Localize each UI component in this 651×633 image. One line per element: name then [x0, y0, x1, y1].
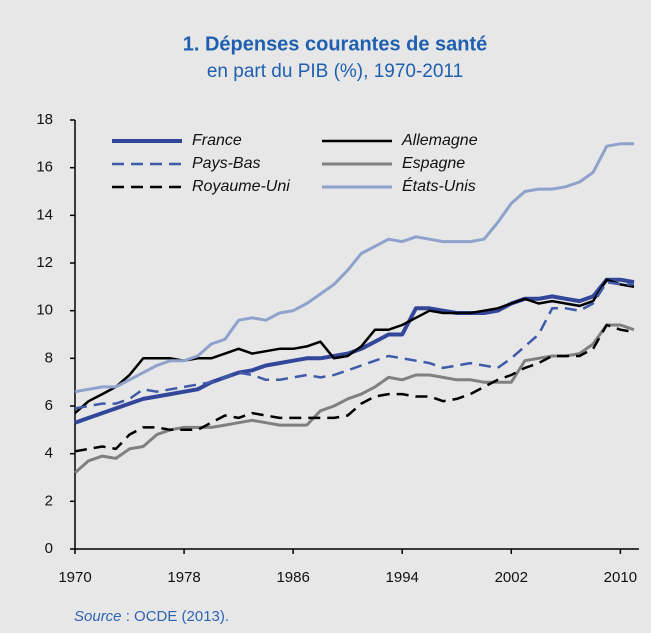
series-line [74, 142, 634, 394]
y-tick-label: 14 [36, 206, 53, 223]
y-tick-label: 0 [45, 540, 53, 557]
x-tick-label: 2002 [495, 569, 528, 586]
series-line [74, 323, 635, 453]
x-tick-label: 1970 [58, 569, 91, 586]
legend-label: Pays-Bas [192, 155, 260, 172]
source-label: Source [74, 608, 122, 625]
x-tick-label: 1994 [386, 569, 419, 586]
y-tick-label: 10 [36, 302, 53, 319]
legend-label: France [192, 132, 242, 149]
series-line [74, 323, 635, 474]
legend-label: Espagne [402, 155, 465, 172]
y-tick-label: 16 [36, 159, 53, 176]
legend-label: Royaume-Uni [192, 178, 290, 195]
legend-label: Allemagne [401, 132, 478, 149]
source-note: Source : OCDE (2013). [74, 608, 229, 625]
series-line [74, 278, 635, 415]
chart-subtitle: en part du PIB (%), 1970-2011 [207, 61, 463, 82]
legend-label: États-Unis [402, 176, 476, 195]
y-tick-label: 12 [36, 254, 53, 271]
y-tick-label: 2 [45, 492, 53, 509]
x-tick-label: 1986 [276, 569, 309, 586]
y-tick-label: 4 [45, 445, 53, 462]
y-tick-label: 8 [45, 349, 53, 366]
y-tick-label: 6 [45, 397, 53, 414]
x-tick-label: 2010 [604, 569, 637, 586]
x-tick-label: 1978 [167, 569, 200, 586]
chart-title: 1. Dépenses courantes de santé [183, 33, 488, 55]
source-text: : OCDE (2013). [122, 608, 230, 625]
y-tick-label: 18 [36, 111, 53, 128]
series-line [74, 280, 634, 410]
